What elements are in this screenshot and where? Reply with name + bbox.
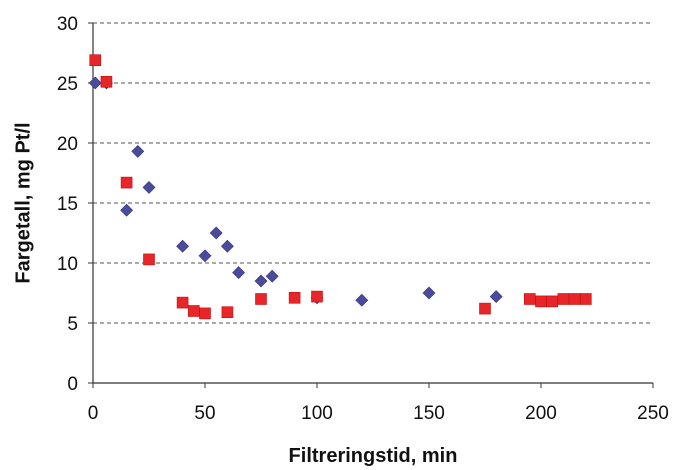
diamond-point-9 bbox=[232, 266, 246, 280]
diamond-point-4 bbox=[142, 180, 156, 194]
y-axis-title: Fargetall, mg Pt/l bbox=[12, 122, 34, 283]
square-point-4 bbox=[176, 296, 189, 309]
square-point-15 bbox=[557, 293, 570, 305]
x-tick-label-250: 250 bbox=[637, 403, 669, 424]
y-tick-label-10: 10 bbox=[57, 254, 78, 275]
diamond-point-0 bbox=[88, 76, 102, 90]
square-point-12 bbox=[523, 293, 536, 305]
diamond-point-10 bbox=[254, 274, 268, 288]
data-points bbox=[88, 54, 592, 320]
diamond-point-7 bbox=[209, 226, 223, 240]
diamond-point-13 bbox=[355, 293, 369, 307]
diamond-point-11 bbox=[265, 269, 279, 283]
square-point-8 bbox=[255, 293, 267, 305]
y-tick-label-5: 5 bbox=[67, 314, 78, 335]
x-tick-label-50: 50 bbox=[194, 403, 215, 424]
grid bbox=[93, 22, 653, 324]
square-point-9 bbox=[288, 291, 301, 304]
square-point-17 bbox=[579, 293, 592, 305]
diamond-point-6 bbox=[198, 249, 212, 263]
x-tick-label-0: 0 bbox=[88, 403, 99, 424]
x-tick-label-100: 100 bbox=[301, 403, 333, 424]
x-axis-title: Filtreringstid, min bbox=[289, 445, 458, 467]
square-point-0 bbox=[89, 54, 102, 67]
tick-labels: 0 5 10 15 20 25 30 0 50 100 150 200 250 bbox=[57, 14, 669, 424]
y-tick-label-15: 15 bbox=[57, 194, 78, 215]
x-tick-label-200: 200 bbox=[525, 403, 557, 424]
square-point-2 bbox=[120, 176, 133, 189]
diamond-point-8 bbox=[220, 239, 234, 253]
y-tick-label-30: 30 bbox=[57, 14, 78, 35]
diamond-point-2 bbox=[120, 203, 134, 217]
square-point-13 bbox=[535, 295, 547, 308]
y-tick-label-25: 25 bbox=[57, 74, 78, 95]
axes bbox=[88, 22, 654, 388]
square-point-5 bbox=[188, 305, 200, 317]
square-point-1 bbox=[100, 76, 113, 88]
square-point-16 bbox=[568, 293, 581, 305]
square-point-6 bbox=[199, 307, 211, 320]
x-tick-label-150: 150 bbox=[413, 403, 445, 424]
square-point-10 bbox=[311, 290, 323, 303]
square-point-3 bbox=[143, 253, 155, 266]
diamond-point-5 bbox=[176, 239, 190, 253]
diamond-point-15 bbox=[489, 290, 503, 304]
square-point-11 bbox=[479, 302, 491, 315]
y-tick-label-20: 20 bbox=[57, 134, 78, 155]
diamond-point-3 bbox=[131, 144, 145, 158]
square-point-14 bbox=[546, 295, 559, 308]
square-point-7 bbox=[221, 306, 234, 319]
diamond-point-14 bbox=[422, 286, 436, 300]
y-tick-label-0: 0 bbox=[67, 374, 78, 395]
